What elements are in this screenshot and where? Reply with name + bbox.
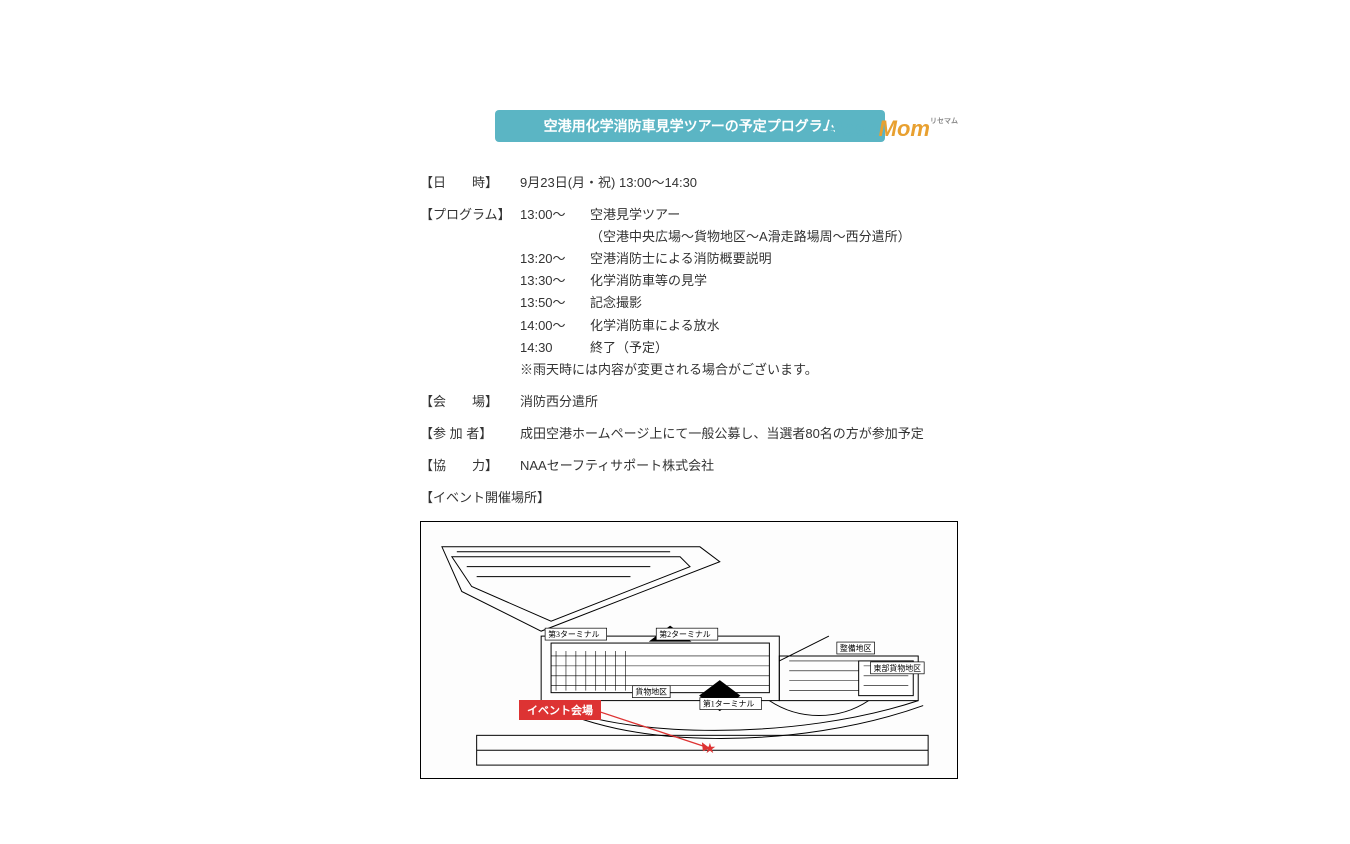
airport-map: 第3ターミナル 第2ターミナル貨物地区第1ターミナル 整備地区東部貨物地区 ★ イベ… [420, 521, 958, 779]
row-program: 【プログラム】 13:00～空港見学ツアー（空港中央広場～貨物地区～A滑走路場周… [420, 204, 960, 381]
program-text: 化学消防車等の見学 [590, 270, 960, 292]
program-time: 13:00～ [520, 204, 590, 226]
program-time [520, 226, 590, 248]
logo: ReseMomリセマム [826, 116, 958, 142]
label-location: 【イベント開催場所】 [420, 487, 550, 509]
label-datetime: 【日 時】 [420, 172, 520, 194]
row-datetime: 【日 時】 9月23日(月・祝) 13:00～14:30 [420, 172, 960, 194]
row-cooperation: 【協 力】 NAAセーフティサポート株式会社 [420, 455, 960, 477]
program-time: 13:20～ [520, 248, 590, 270]
value-cooperation: NAAセーフティサポート株式会社 [520, 455, 960, 477]
program-text: 終了（予定） [590, 337, 960, 359]
row-venue: 【会 場】 消防西分遣所 [420, 391, 960, 413]
program-text: 記念撮影 [590, 292, 960, 314]
program-text: 空港消防士による消防概要説明 [590, 248, 960, 270]
map-svg: 第3ターミナル 第2ターミナル貨物地区第1ターミナル 整備地区東部貨物地区 ★ [421, 522, 957, 778]
program-note: ※雨天時には内容が変更される場合がございます。 [520, 359, 960, 381]
logo-part2: Mom [879, 116, 930, 141]
map-label: 整備地区 [840, 643, 872, 653]
logo-part1: Rese [826, 116, 879, 141]
map-label: 貨物地区 [635, 687, 667, 697]
program-line: 13:30～化学消防車等の見学 [520, 270, 960, 292]
program-line: （空港中央広場～貨物地区～A滑走路場周～西分遣所） [520, 226, 960, 248]
row-participants: 【参 加 者】 成田空港ホームページ上にて一般公募し、当選者80名の方が参加予定 [420, 423, 960, 445]
map-label: 第2ターミナル [659, 629, 711, 639]
program-line: 13:50～記念撮影 [520, 292, 960, 314]
program-time: 13:50～ [520, 292, 590, 314]
label-participants: 【参 加 者】 [420, 423, 520, 445]
program-line: 13:20～空港消防士による消防概要説明 [520, 248, 960, 270]
program-line: 14:30終了（予定） [520, 337, 960, 359]
svg-text:★: ★ [704, 740, 716, 756]
value-datetime: 9月23日(月・祝) 13:00～14:30 [520, 172, 960, 194]
value-venue: 消防西分遣所 [520, 391, 960, 413]
program-line: 14:00～化学消防車による放水 [520, 315, 960, 337]
value-participants: 成田空港ホームページ上にて一般公募し、当選者80名の方が参加予定 [520, 423, 960, 445]
map-label: 第1ターミナル [703, 699, 755, 709]
program-text: 空港見学ツアー [590, 204, 960, 226]
program-time: 14:00～ [520, 315, 590, 337]
program-text: （空港中央広場～貨物地区～A滑走路場周～西分遣所） [590, 226, 960, 248]
map-callout: イベント会場 [519, 700, 601, 720]
program-time: 13:30～ [520, 270, 590, 292]
map-label: 東部貨物地区 [874, 663, 922, 673]
logo-sub: リセマム [930, 118, 958, 125]
program-table: 13:00～空港見学ツアー（空港中央広場～貨物地区～A滑走路場周～西分遣所）13… [520, 204, 960, 381]
map-label: 第3ターミナル [548, 629, 600, 639]
label-program: 【プログラム】 [420, 204, 520, 381]
label-venue: 【会 場】 [420, 391, 520, 413]
program-time: 14:30 [520, 337, 590, 359]
row-location: 【イベント開催場所】 [420, 487, 960, 509]
program-line: 13:00～空港見学ツアー [520, 204, 960, 226]
label-cooperation: 【協 力】 [420, 455, 520, 477]
program-text: 化学消防車による放水 [590, 315, 960, 337]
